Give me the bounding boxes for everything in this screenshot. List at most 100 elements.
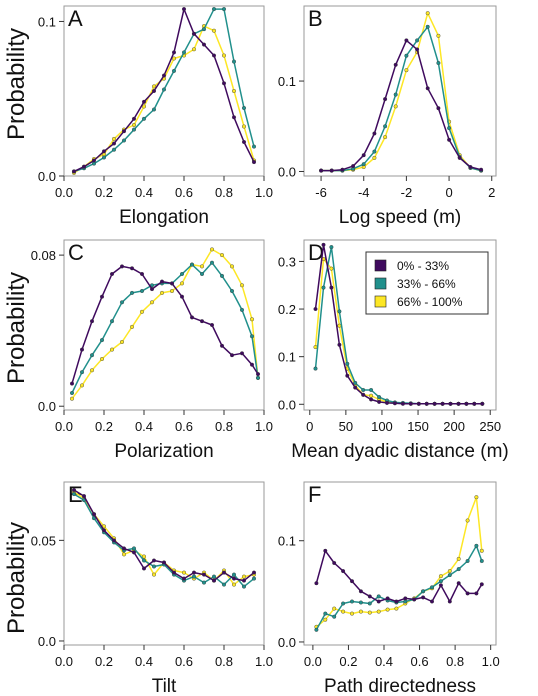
data-point bbox=[201, 580, 206, 585]
data-point bbox=[79, 347, 84, 352]
data-point bbox=[111, 147, 116, 152]
data-point bbox=[141, 558, 146, 563]
data-point bbox=[256, 372, 261, 377]
data-point bbox=[161, 73, 166, 78]
data-point bbox=[376, 594, 381, 599]
data-point bbox=[139, 289, 144, 294]
data-point bbox=[341, 601, 346, 606]
data-point bbox=[457, 155, 462, 160]
data-point bbox=[404, 38, 409, 43]
data-point bbox=[383, 124, 388, 129]
data-point bbox=[139, 272, 144, 277]
legend-swatch-1 bbox=[374, 277, 387, 290]
y-axis-label-row2: Probability bbox=[3, 272, 30, 384]
data-point bbox=[345, 373, 350, 378]
data-point bbox=[361, 392, 366, 397]
data-point bbox=[376, 609, 381, 614]
legend-label-1: 33% - 66% bbox=[397, 277, 456, 291]
data-point bbox=[111, 136, 116, 141]
x-axis-label: Polarization bbox=[114, 441, 213, 462]
data-point bbox=[479, 582, 484, 587]
data-point bbox=[479, 167, 484, 172]
x-tick-label: 0.0 bbox=[304, 654, 322, 669]
data-point bbox=[369, 388, 374, 393]
data-point bbox=[241, 105, 246, 110]
data-point bbox=[99, 357, 104, 362]
data-point bbox=[209, 323, 214, 328]
data-point bbox=[350, 611, 355, 616]
data-point bbox=[189, 262, 194, 267]
data-point bbox=[99, 338, 104, 343]
y-tick-label: 0.1 bbox=[278, 74, 296, 89]
data-point bbox=[241, 584, 246, 589]
data-point bbox=[468, 164, 473, 169]
data-point bbox=[321, 242, 326, 247]
data-point bbox=[353, 380, 358, 385]
data-point bbox=[201, 27, 206, 32]
data-point bbox=[415, 38, 420, 43]
y-tick-label: 0.1 bbox=[38, 14, 56, 29]
data-point bbox=[385, 607, 390, 612]
x-axis-label: Elongation bbox=[119, 207, 209, 228]
data-point bbox=[367, 601, 372, 606]
data-point bbox=[231, 115, 236, 120]
data-point bbox=[159, 290, 164, 295]
x-tick-label: 0.0 bbox=[55, 654, 73, 669]
data-point bbox=[393, 92, 398, 97]
x-tick-label: 0.4 bbox=[375, 654, 393, 669]
data-point bbox=[456, 581, 461, 586]
x-tick-label: 0.6 bbox=[411, 654, 429, 669]
data-point bbox=[201, 572, 206, 577]
x-tick-label: 0.4 bbox=[135, 419, 153, 434]
data-point bbox=[181, 570, 186, 575]
data-point bbox=[191, 31, 196, 36]
data-point bbox=[211, 574, 216, 579]
data-point bbox=[472, 401, 477, 406]
data-point bbox=[221, 7, 226, 12]
x-tick-label: 1.0 bbox=[255, 419, 273, 434]
data-point bbox=[169, 289, 174, 294]
panel-frame bbox=[303, 5, 497, 177]
data-point bbox=[376, 599, 381, 604]
panel-b: -6 -4 -2 0 2 0.0 0.1 Log speed (m) B bbox=[278, 5, 497, 228]
data-point bbox=[141, 566, 146, 571]
data-point bbox=[89, 353, 94, 358]
panel-frame bbox=[63, 481, 265, 646]
data-point bbox=[438, 583, 443, 588]
data-point bbox=[337, 309, 342, 314]
data-point bbox=[436, 33, 441, 38]
series-line-1 bbox=[71, 261, 259, 394]
data-point bbox=[353, 385, 358, 390]
data-point bbox=[201, 42, 206, 47]
data-point bbox=[337, 342, 342, 347]
panel-letter: D bbox=[308, 240, 324, 265]
data-point bbox=[209, 247, 214, 252]
data-point bbox=[241, 124, 246, 129]
data-point bbox=[447, 569, 452, 574]
x-tick-label: 0 bbox=[306, 419, 313, 434]
data-point bbox=[181, 50, 186, 55]
data-point bbox=[408, 401, 413, 406]
data-point bbox=[199, 319, 204, 324]
panel-d: 0 50 100 150 200 250 0.0 0.1 0.2 0.3 Mean dyadic d… bbox=[278, 239, 509, 462]
x-tick-label: 0.2 bbox=[95, 654, 113, 669]
data-point bbox=[438, 574, 443, 579]
y-axis-label-row3: Probability bbox=[3, 522, 30, 634]
data-point bbox=[171, 68, 176, 73]
data-point bbox=[323, 611, 328, 616]
data-point bbox=[121, 129, 126, 134]
data-point bbox=[189, 315, 194, 320]
data-point bbox=[101, 155, 106, 160]
x-tick-label: 2 bbox=[488, 185, 495, 200]
legend-frame bbox=[365, 251, 489, 315]
data-point bbox=[329, 168, 334, 173]
x-tick-label: 0.8 bbox=[215, 185, 233, 200]
data-point bbox=[231, 572, 236, 577]
data-point bbox=[131, 546, 136, 551]
data-point bbox=[372, 149, 377, 154]
data-point bbox=[239, 283, 244, 288]
data-point bbox=[101, 528, 106, 533]
data-point bbox=[329, 245, 334, 250]
data-point bbox=[465, 518, 470, 523]
y-tick-label: 0.0 bbox=[278, 397, 296, 412]
